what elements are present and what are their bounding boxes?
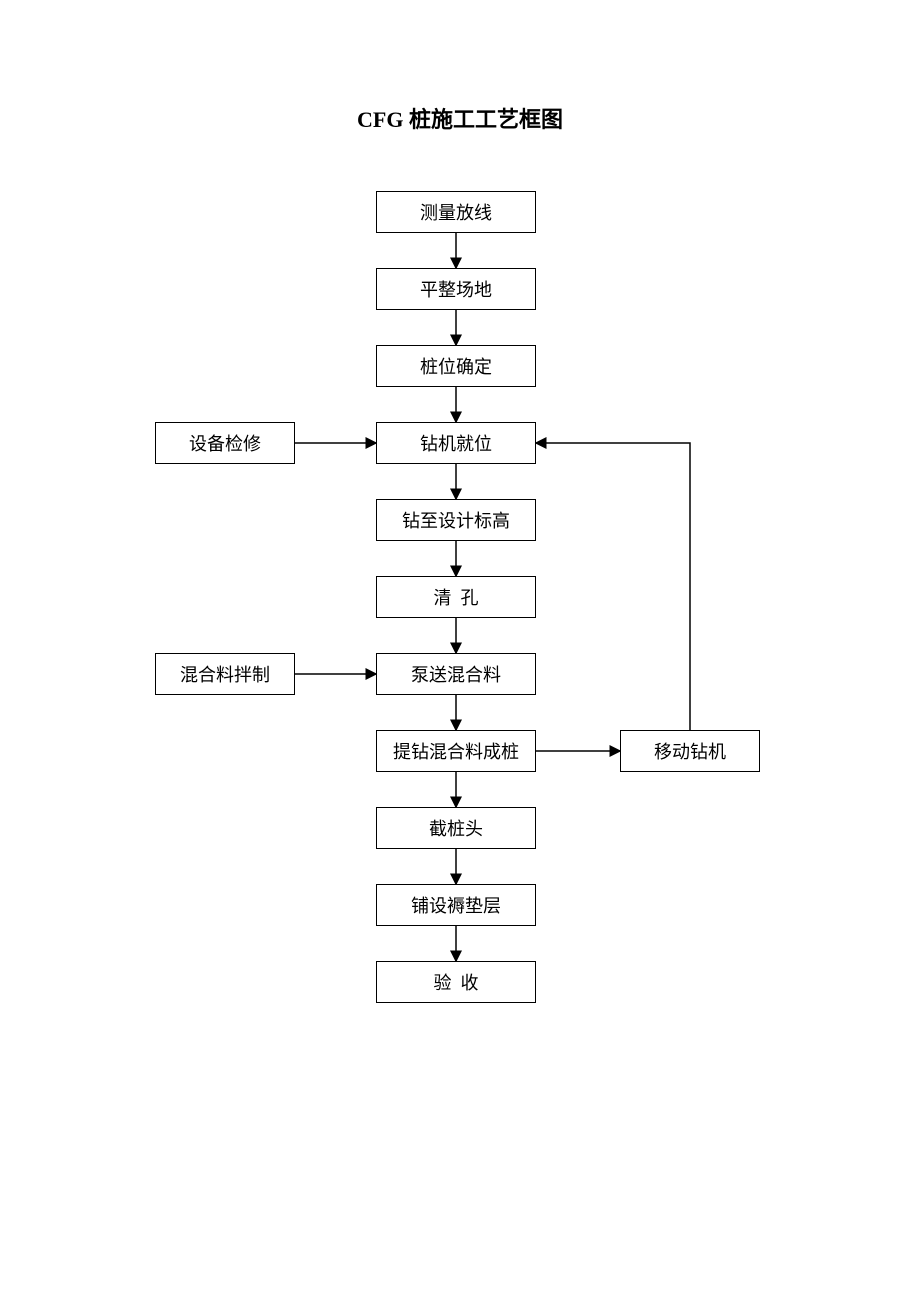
flowchart-node-n1: 测量放线 [376, 191, 536, 233]
flowchart-node-n11: 验 收 [376, 961, 536, 1003]
flowchart-node-n5: 钻至设计标高 [376, 499, 536, 541]
flowchart-node-n10: 铺设褥垫层 [376, 884, 536, 926]
flowchart-node-n6: 清 孔 [376, 576, 536, 618]
flowchart-node-n2: 平整场地 [376, 268, 536, 310]
flowchart-node-n3: 桩位确定 [376, 345, 536, 387]
flowchart-node-n7: 泵送混合料 [376, 653, 536, 695]
flowchart-node-s3: 移动钻机 [620, 730, 760, 772]
flowchart-node-n9: 截桩头 [376, 807, 536, 849]
diagram-title: CFG 桩施工工艺框图 [0, 102, 920, 134]
flowchart-node-s1: 设备检修 [155, 422, 295, 464]
flowchart-node-n4: 钻机就位 [376, 422, 536, 464]
flowchart-node-s2: 混合料拌制 [155, 653, 295, 695]
flowchart-node-n8: 提钻混合料成桩 [376, 730, 536, 772]
